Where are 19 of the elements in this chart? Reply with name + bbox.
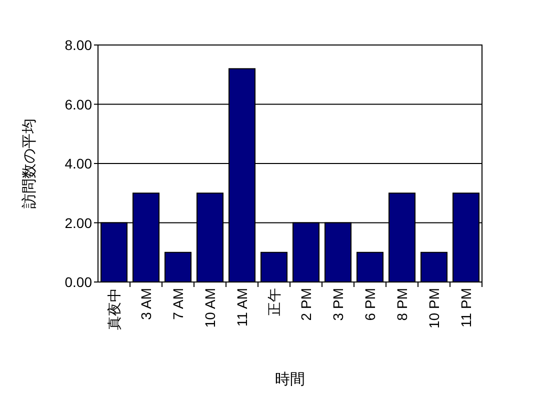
x-tick-label: 10 PM — [426, 288, 442, 328]
y-tick-label: 2.00 — [64, 214, 92, 231]
x-tick-label: 2 PM — [298, 288, 314, 321]
x-tick-label: 6 PM — [362, 288, 378, 321]
y-tick-label: 0.00 — [64, 274, 92, 290]
x-tick-label: 11 PM — [458, 288, 474, 328]
x-tick-label: 正午 — [266, 288, 282, 316]
x-axis-title: 時間 — [275, 371, 305, 388]
y-tick-label: 8.00 — [64, 37, 92, 53]
x-tick-label: 10 AM — [202, 288, 218, 328]
y-tick-label: 4.00 — [64, 156, 92, 172]
x-tick-label: 8 PM — [394, 288, 410, 321]
x-tick-label: 真夜中 — [106, 288, 122, 330]
y-axis-title: 訪問数の平均 — [21, 118, 38, 208]
y-tick-label: 6.00 — [64, 96, 92, 112]
x-tick-label: 3 AM — [138, 288, 154, 320]
x-tick-label: 3 PM — [330, 288, 346, 321]
x-tick-label: 11 AM — [234, 288, 250, 327]
x-tick-label: 7 AM — [170, 288, 186, 320]
